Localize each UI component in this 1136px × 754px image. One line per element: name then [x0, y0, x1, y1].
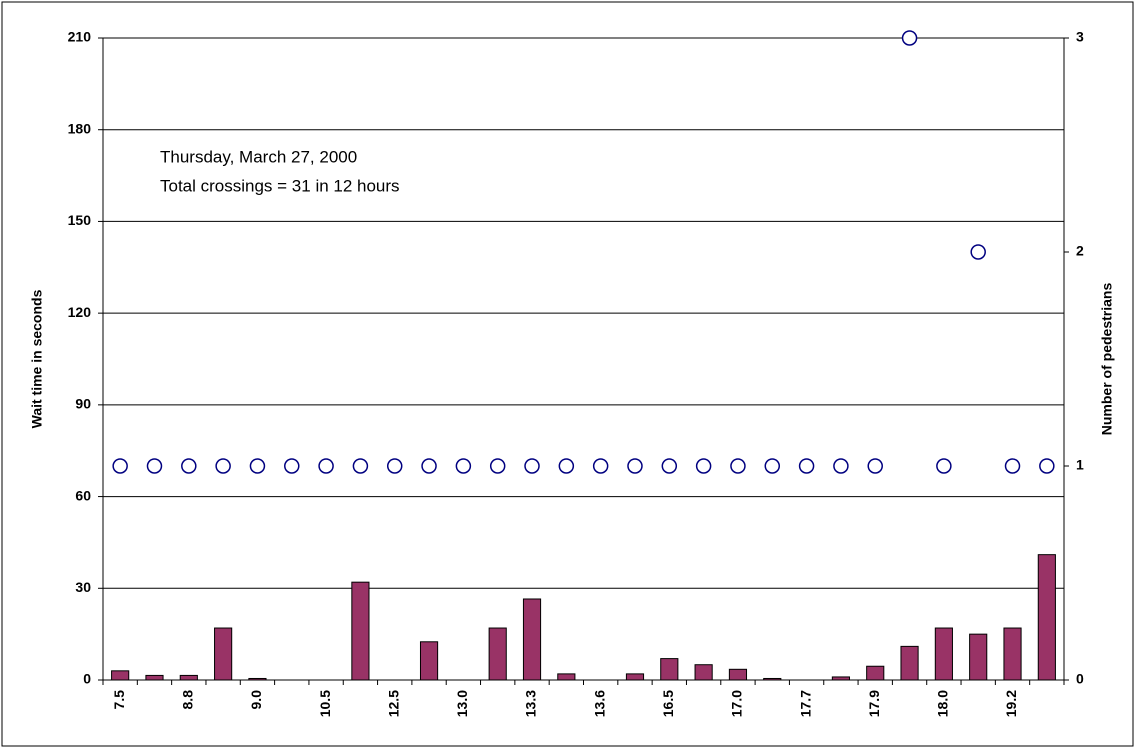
- bar: [900, 645, 919, 681]
- y2-tick-label: 3: [1076, 29, 1084, 45]
- bar: [522, 598, 542, 681]
- marker: [661, 458, 678, 474]
- bar: [488, 627, 507, 681]
- y2-axis-label: Number of pedestrians: [1099, 283, 1115, 436]
- bar: [866, 665, 885, 681]
- x-tick-label: 9.0: [248, 690, 264, 710]
- marker: [901, 30, 918, 46]
- y-tick-label: 210: [68, 29, 92, 45]
- marker: [833, 458, 849, 474]
- bar: [351, 581, 370, 681]
- marker: [146, 458, 163, 474]
- marker: [215, 458, 231, 474]
- x-tick-label: 18.0: [935, 690, 951, 717]
- bar: [934, 627, 953, 681]
- marker: [1039, 458, 1055, 474]
- bar: [660, 658, 679, 681]
- marker: [695, 458, 712, 474]
- marker: [318, 458, 334, 474]
- y-tick-label: 150: [68, 212, 92, 228]
- marker: [181, 458, 197, 474]
- bar: [728, 668, 748, 681]
- marker: [592, 458, 609, 474]
- bar: [557, 673, 576, 681]
- marker: [421, 458, 437, 474]
- x-tick-label: 7.5: [111, 690, 127, 710]
- marker: [386, 458, 403, 474]
- marker: [798, 458, 815, 474]
- annotation: Thursday, March 27, 2000: [160, 147, 357, 166]
- x-tick-label: 16.5: [660, 690, 676, 717]
- marker: [284, 458, 300, 474]
- marker: [936, 458, 952, 474]
- y-tick-label: 120: [68, 304, 92, 320]
- bar: [694, 664, 713, 681]
- marker: [867, 458, 883, 474]
- marker: [558, 458, 575, 474]
- annotation: Total crossings = 31 in 12 hours: [160, 176, 400, 195]
- x-tick-label: 17.9: [866, 690, 882, 717]
- marker: [112, 458, 128, 474]
- y-tick-label: 60: [75, 487, 91, 503]
- marker: [249, 458, 266, 474]
- x-tick-label: 19.2: [1003, 690, 1019, 717]
- marker: [455, 458, 472, 474]
- y-tick-label: 90: [75, 396, 91, 412]
- y-tick-label: 0: [83, 671, 91, 687]
- marker: [627, 458, 643, 474]
- bar: [969, 633, 988, 681]
- marker: [764, 458, 781, 474]
- marker: [524, 458, 540, 474]
- bar: [625, 673, 645, 681]
- y-tick-label: 30: [75, 579, 91, 595]
- x-tick-label: 13.6: [591, 690, 607, 717]
- x-tick-label: 13.3: [523, 690, 539, 717]
- x-tick-label: 17.0: [729, 690, 745, 717]
- x-tick-label: 17.7: [797, 690, 813, 717]
- bar: [1037, 554, 1056, 681]
- marker: [1004, 458, 1021, 474]
- y2-tick-label: 0: [1076, 671, 1084, 687]
- marker: [730, 458, 746, 474]
- bar: [214, 627, 233, 681]
- bar: [1003, 627, 1022, 681]
- y2-tick-label: 1: [1076, 457, 1084, 473]
- bar: [145, 674, 164, 681]
- x-tick-label: 12.5: [385, 690, 401, 717]
- bar: [111, 670, 130, 681]
- x-tick-label: 13.0: [454, 690, 470, 717]
- y-tick-label: 180: [68, 120, 92, 136]
- y-axis-label: Wait time in seconds: [29, 289, 45, 428]
- marker: [489, 458, 506, 474]
- bar: [419, 641, 439, 681]
- x-tick-label: 10.5: [317, 690, 333, 717]
- marker: [352, 458, 369, 474]
- marker: [970, 244, 986, 260]
- x-tick-label: 8.8: [180, 690, 196, 710]
- y2-tick-label: 2: [1076, 243, 1084, 259]
- bar: [179, 674, 198, 681]
